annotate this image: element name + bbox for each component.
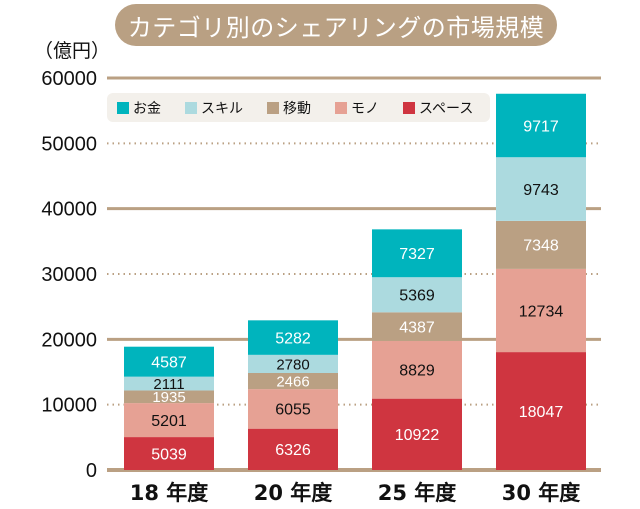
legend-label: 移動 (283, 100, 311, 117)
bar-segment-お金 (496, 93, 586, 158)
bar-segment-移動 (248, 372, 338, 390)
legend-item: スペース (403, 98, 473, 118)
legend-item: 移動 (267, 98, 311, 118)
x-axis-ticks: 18 年度 20 年度 25 年度 30 年度 (130, 481, 581, 505)
bar-segment-お金 (372, 229, 462, 278)
legend-swatch (185, 101, 197, 114)
bar-segment-スペース (372, 398, 462, 470)
legend-swatch (267, 101, 279, 114)
bar-stack-3: 18047 12734 7348 9743 9717 (496, 93, 586, 470)
data-label: 5369 (399, 288, 435, 305)
bar-segment-モノ (372, 340, 462, 399)
data-label: 2111 (153, 376, 184, 393)
legend-item: お金 (117, 98, 161, 118)
data-label: 4387 (399, 319, 435, 336)
y-tick-label: 60000 (41, 68, 97, 90)
x-tick-label: 18 年度 (130, 481, 209, 505)
data-label: 5201 (151, 413, 187, 430)
data-label: 1935 (152, 389, 185, 406)
bar-segment-モノ (124, 403, 214, 438)
bar-segment-移動 (124, 390, 214, 404)
data-label: 9743 (523, 182, 559, 199)
bar-segment-スペース (496, 352, 586, 470)
y-tick-label: 30000 (41, 264, 97, 286)
bar-segment-スペース (124, 437, 214, 470)
data-label: 9717 (523, 118, 559, 135)
legend-label: スキル (201, 100, 243, 117)
bar-segment-スキル (124, 376, 214, 391)
data-label: 5039 (151, 446, 187, 463)
data-label: 4587 (151, 354, 187, 371)
y-tick-label: 0 (86, 460, 97, 482)
legend-label: お金 (133, 100, 161, 117)
y-axis-unit-label: （億円） (34, 40, 111, 62)
data-label: 18047 (519, 404, 564, 421)
bar-segment-スキル (496, 157, 586, 221)
bar-segment-モノ (496, 268, 586, 353)
legend-label: モノ (351, 100, 379, 117)
bar-segment-お金 (248, 320, 338, 355)
bar-segment-お金 (124, 346, 214, 377)
bar-segment-スキル (372, 277, 462, 313)
y-tick-label: 40000 (41, 199, 97, 221)
data-label: 12734 (519, 303, 564, 320)
legend-label: スペース (419, 100, 474, 117)
y-tick-label: 50000 (41, 133, 97, 155)
y-tick-label: 10000 (41, 395, 97, 417)
data-label: 7327 (399, 246, 435, 263)
x-tick-label: 20 年度 (254, 481, 333, 505)
x-tick-label: 30 年度 (502, 481, 581, 505)
chart-title: カテゴリ別のシェアリングの市場規模 (115, 4, 557, 46)
data-label: 2466 (276, 373, 309, 390)
legend: お金 スキル 移動 モノ スペース (107, 93, 490, 122)
legend-swatch (117, 101, 129, 114)
data-label: 10922 (395, 427, 440, 444)
legend-item: モノ (335, 98, 379, 118)
data-label: 5282 (275, 330, 311, 347)
bar-segment-スキル (248, 354, 338, 373)
bar-stack-2: 10922 8829 4387 5369 7327 (372, 229, 462, 470)
data-label: 2780 (276, 356, 309, 373)
bar-segment-モノ (248, 389, 338, 429)
bar-segment-スペース (248, 428, 338, 470)
y-axis-ticks: 0 10000 20000 30000 40000 50000 60000 (41, 68, 97, 482)
data-label: 8829 (399, 363, 435, 380)
legend-swatch (335, 101, 347, 114)
legend-item: スキル (185, 98, 243, 118)
bar-segment-移動 (372, 312, 462, 341)
data-label: 6326 (275, 442, 311, 459)
x-tick-label: 25 年度 (378, 481, 457, 505)
y-tick-label: 20000 (41, 329, 97, 351)
data-label: 7348 (523, 238, 559, 255)
data-label: 6055 (275, 402, 311, 419)
legend-swatch (403, 101, 415, 114)
bar-segment-移動 (496, 220, 586, 269)
